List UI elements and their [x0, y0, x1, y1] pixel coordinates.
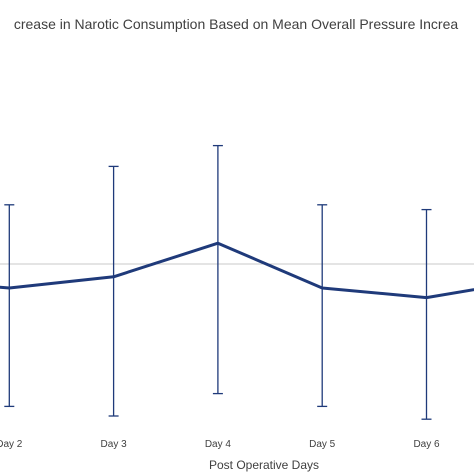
- x-tick-labels: Day 2 Day 3 Day 4 Day 5 Day 6: [0, 439, 440, 450]
- chart-title: crease in Narotic Consumption Based on M…: [14, 16, 459, 32]
- x-tick-label: Day 6: [413, 439, 440, 450]
- error-bars: [4, 144, 432, 420]
- x-tick-label: Day 3: [101, 439, 128, 450]
- x-tick-label: Day 4: [205, 439, 232, 450]
- series-line: [0, 241, 474, 300]
- x-axis-label: Post Operative Days: [209, 458, 319, 472]
- x-tick-label: Day 2: [0, 439, 23, 450]
- x-tick-label: Day 5: [309, 439, 336, 450]
